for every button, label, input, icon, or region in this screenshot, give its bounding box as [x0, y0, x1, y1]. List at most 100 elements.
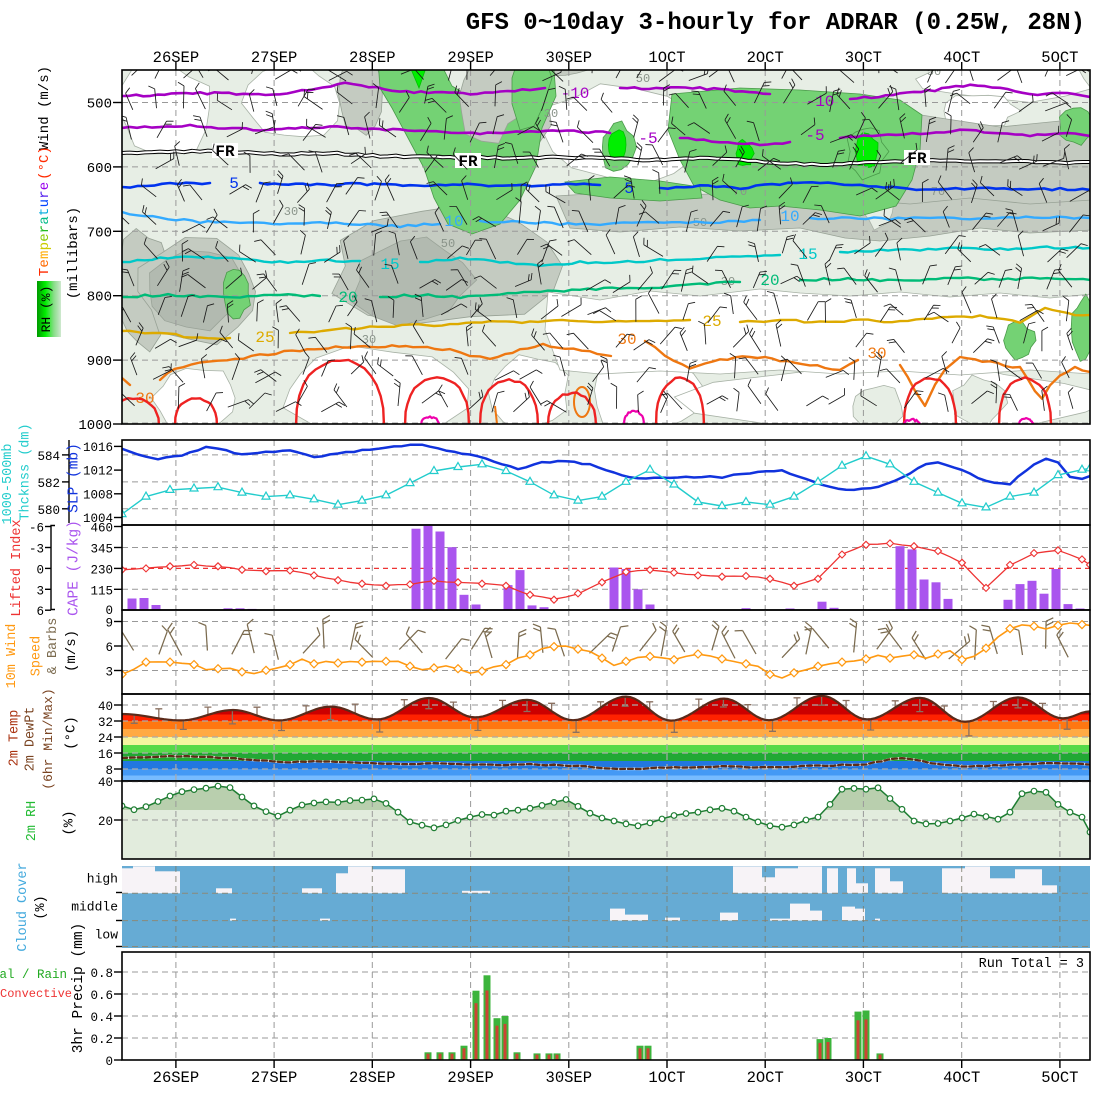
- svg-text:(%): (%): [62, 810, 78, 835]
- svg-text:9: 9: [105, 617, 113, 631]
- svg-text:30: 30: [617, 331, 636, 349]
- svg-text:u: u: [37, 199, 53, 207]
- svg-text:1004: 1004: [83, 512, 113, 526]
- svg-text:-5: -5: [638, 130, 657, 148]
- svg-text:584: 584: [37, 450, 60, 464]
- svg-text:5: 5: [624, 180, 634, 198]
- svg-text:25: 25: [255, 329, 274, 347]
- svg-text:-10: -10: [561, 85, 590, 103]
- svg-text:RH (%): RH (%): [39, 286, 54, 333]
- svg-text:-5: -5: [805, 127, 824, 145]
- svg-text:-6: -6: [29, 522, 44, 536]
- svg-text:& Barbs: & Barbs: [46, 618, 61, 675]
- svg-text:r: r: [37, 225, 53, 233]
- svg-text:28SEP: 28SEP: [349, 49, 396, 67]
- svg-text:2OCT: 2OCT: [747, 1069, 784, 1087]
- svg-text:high: high: [87, 872, 118, 887]
- svg-text:(m/s): (m/s): [64, 630, 80, 672]
- svg-text:1000: 1000: [78, 418, 112, 434]
- svg-text:e: e: [37, 182, 53, 190]
- svg-text:50: 50: [636, 72, 650, 86]
- svg-text:m: m: [37, 251, 53, 259]
- svg-text:5OCT: 5OCT: [1041, 1069, 1078, 1087]
- svg-text:20: 20: [338, 289, 357, 307]
- svg-text:-10: -10: [806, 93, 835, 111]
- svg-text:24: 24: [98, 732, 113, 746]
- svg-text:0.2: 0.2: [90, 1033, 113, 1047]
- svg-text:0: 0: [105, 604, 113, 618]
- svg-text:1000-500mb: 1000-500mb: [1, 443, 16, 524]
- svg-text:600: 600: [87, 161, 112, 177]
- svg-text:10: 10: [780, 208, 799, 226]
- svg-text:r: r: [37, 190, 53, 198]
- svg-text:middle: middle: [71, 900, 118, 915]
- svg-text:700: 700: [87, 225, 112, 241]
- svg-text:a: a: [37, 216, 53, 224]
- svg-text:2m RH: 2m RH: [25, 801, 40, 842]
- svg-text:(6hr Min/Max): (6hr Min/Max): [41, 688, 56, 789]
- svg-text:1016: 1016: [83, 441, 113, 455]
- svg-text:10: 10: [444, 213, 463, 231]
- svg-text:460: 460: [90, 522, 113, 536]
- svg-text:32: 32: [98, 716, 113, 730]
- svg-text:580: 580: [37, 504, 60, 518]
- svg-text:FR: FR: [907, 150, 927, 168]
- svg-text:1OCT: 1OCT: [648, 49, 685, 67]
- svg-text:(°C): (°C): [64, 716, 80, 750]
- svg-text:Lifted Index: Lifted Index: [10, 519, 25, 616]
- svg-text:15: 15: [798, 246, 817, 264]
- svg-text:345: 345: [90, 543, 113, 557]
- svg-text:27SEP: 27SEP: [251, 49, 298, 67]
- svg-text:low: low: [95, 928, 119, 943]
- svg-text:Cloud Cover: Cloud Cover: [16, 862, 31, 951]
- svg-text:(millibars): (millibars): [66, 207, 82, 299]
- svg-text:30SEP: 30SEP: [546, 49, 593, 67]
- svg-text:0: 0: [105, 1055, 113, 1069]
- svg-text:FR: FR: [458, 153, 478, 171]
- svg-text:Thcknss (dm): Thcknss (dm): [19, 423, 34, 520]
- svg-text:2m DewPt: 2m DewPt: [24, 707, 39, 772]
- svg-text:1OCT: 1OCT: [648, 1069, 685, 1087]
- svg-text:70: 70: [931, 185, 945, 199]
- svg-text:30: 30: [867, 345, 886, 363]
- svg-text:500: 500: [87, 97, 112, 113]
- svg-text:p: p: [37, 242, 53, 250]
- svg-text:(%): (%): [34, 895, 49, 919]
- svg-text:(°C): (°C): [37, 146, 53, 180]
- svg-text:4OCT: 4OCT: [943, 49, 980, 67]
- svg-text:26SEP: 26SEP: [153, 49, 200, 67]
- svg-text:29SEP: 29SEP: [447, 1069, 494, 1087]
- svg-text:0: 0: [36, 563, 44, 577]
- svg-text:30: 30: [544, 107, 558, 121]
- svg-text:4OCT: 4OCT: [943, 1069, 980, 1087]
- svg-text:Speed: Speed: [30, 636, 45, 677]
- svg-text:2m Temp: 2m Temp: [8, 710, 23, 767]
- svg-text:1008: 1008: [83, 488, 113, 502]
- svg-text:-3: -3: [29, 543, 44, 557]
- svg-text:3: 3: [36, 584, 44, 598]
- svg-text:27SEP: 27SEP: [251, 1069, 298, 1087]
- svg-text:6: 6: [36, 605, 44, 619]
- svg-text:30: 30: [362, 333, 376, 347]
- svg-text:10m Wind: 10m Wind: [5, 624, 20, 689]
- svg-text:40: 40: [98, 776, 113, 790]
- svg-text:Convective: Convective: [0, 987, 72, 1001]
- svg-text:230: 230: [90, 563, 113, 577]
- svg-text:30SEP: 30SEP: [546, 1069, 593, 1087]
- svg-text:6: 6: [105, 641, 113, 655]
- svg-text:2OCT: 2OCT: [747, 49, 784, 67]
- svg-text:582: 582: [37, 477, 60, 491]
- svg-text:5OCT: 5OCT: [1041, 49, 1078, 67]
- svg-text:1012: 1012: [83, 465, 113, 479]
- svg-text:29SEP: 29SEP: [447, 49, 494, 67]
- svg-text:16: 16: [98, 748, 113, 762]
- svg-text:T: T: [37, 268, 53, 276]
- svg-text:GFS 0~10day 3-hourly for ADRAR: GFS 0~10day 3-hourly for ADRAR (0.25W, 2…: [466, 10, 1085, 37]
- svg-text:800: 800: [87, 290, 112, 306]
- svg-text:40: 40: [98, 700, 113, 714]
- svg-text:900: 900: [87, 354, 112, 370]
- svg-text:50: 50: [927, 65, 941, 79]
- svg-text:FR: FR: [215, 143, 235, 161]
- svg-text:50: 50: [441, 237, 455, 251]
- svg-text:0.4: 0.4: [90, 1011, 113, 1025]
